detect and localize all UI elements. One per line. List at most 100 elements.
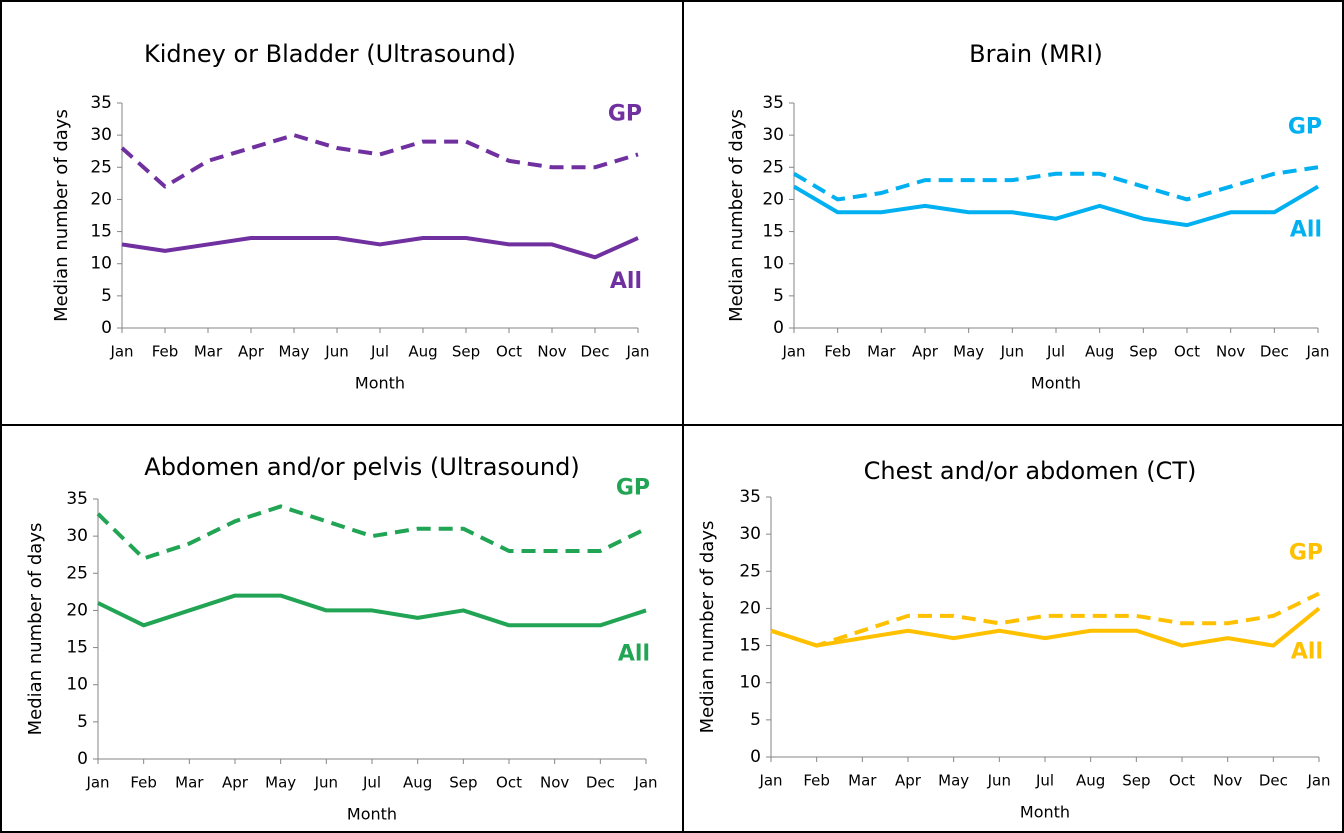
x-tick-label: Jun xyxy=(324,343,348,361)
y-tick-label: 35 xyxy=(66,489,88,509)
series-line xyxy=(770,606,1321,648)
series-line xyxy=(96,504,647,561)
y-axis-label: Median number of days xyxy=(697,521,718,734)
chart-title: Kidney or Bladder (Ultrasound) xyxy=(144,40,516,68)
x-tick-label: Nov xyxy=(540,774,569,792)
series-line xyxy=(97,593,647,628)
x-tick-label: Aug xyxy=(1085,343,1114,361)
x-tick-label: Oct xyxy=(1174,343,1200,361)
y-tick-label: 30 xyxy=(739,524,761,544)
x-tick-label: Aug xyxy=(403,774,432,792)
series-label: GP xyxy=(1288,114,1322,139)
y-tick-label: 0 xyxy=(750,747,761,767)
x-tick-label: Feb xyxy=(152,343,179,361)
x-tick-label: May xyxy=(278,343,309,361)
y-tick-label: 25 xyxy=(90,157,112,177)
x-tick-label: Mar xyxy=(175,774,204,792)
y-tick-label: 30 xyxy=(66,526,88,546)
y-tick-label: 25 xyxy=(66,563,88,583)
x-tick-label: Jul xyxy=(362,774,381,792)
x-tick-label: Jul xyxy=(370,343,389,361)
series-line xyxy=(792,184,1320,228)
y-tick-label: 10 xyxy=(739,673,761,693)
x-tick-label: May xyxy=(938,772,969,790)
x-tick-label: Apr xyxy=(912,343,939,361)
y-tick-label: 15 xyxy=(739,636,761,656)
series-label: GP xyxy=(608,101,642,126)
x-tick-label: Oct xyxy=(1169,772,1195,790)
y-tick-label: 30 xyxy=(90,125,112,145)
series-label: All xyxy=(610,269,642,294)
x-tick-label: Oct xyxy=(496,774,522,792)
x-tick-label: Sep xyxy=(449,774,477,792)
y-tick-label: 15 xyxy=(90,222,112,242)
y-tick-label: 20 xyxy=(66,600,88,620)
y-tick-label: 25 xyxy=(739,561,761,581)
series-line xyxy=(792,165,1319,202)
y-tick-label: 10 xyxy=(90,254,112,274)
series-line xyxy=(120,133,639,189)
x-tick-label: Jan xyxy=(85,774,109,792)
x-tick-label: Sep xyxy=(1122,772,1150,790)
x-tick-label: Jul xyxy=(1046,343,1065,361)
x-tick-label: Jan xyxy=(109,343,133,361)
x-tick-label: Apr xyxy=(895,772,922,790)
y-tick-label: 20 xyxy=(90,189,112,209)
series-label: All xyxy=(1291,639,1323,664)
x-axis-label: Month xyxy=(1020,803,1070,822)
y-tick-label: 15 xyxy=(66,638,88,658)
x-tick-label: Nov xyxy=(537,343,566,361)
x-tick-label: Dec xyxy=(586,774,615,792)
y-tick-label: 0 xyxy=(77,749,88,769)
series-line xyxy=(121,236,639,260)
x-tick-label: Mar xyxy=(867,343,896,361)
y-tick-label: 25 xyxy=(762,157,784,177)
y-tick-label: 0 xyxy=(101,318,112,338)
chart-title: Abdomen and/or pelvis (Ultrasound) xyxy=(144,453,579,481)
x-tick-label: Aug xyxy=(1076,772,1105,790)
x-tick-label: Jun xyxy=(987,772,1011,790)
x-tick-label: Jul xyxy=(1035,772,1054,790)
x-tick-label: Mar xyxy=(848,772,877,790)
x-axis-label: Month xyxy=(1031,374,1081,393)
y-tick-label: 10 xyxy=(762,254,784,274)
y-axis-label: Median number of days xyxy=(51,109,72,322)
y-tick-label: 5 xyxy=(77,712,88,732)
x-tick-label: Jun xyxy=(314,774,338,792)
y-tick-label: 20 xyxy=(739,598,761,618)
series-label: All xyxy=(1290,218,1322,243)
x-tick-label: Apr xyxy=(238,343,265,361)
x-tick-label: Sep xyxy=(452,343,480,361)
y-axis-label: Median number of days xyxy=(726,109,747,322)
x-tick-label: Dec xyxy=(580,343,609,361)
series-label: GP xyxy=(1289,541,1323,566)
series-line xyxy=(770,591,1320,648)
x-tick-label: Jan xyxy=(1306,772,1330,790)
x-tick-label: Feb xyxy=(803,772,830,790)
y-tick-label: 35 xyxy=(739,487,761,507)
x-tick-label: Mar xyxy=(194,343,223,361)
x-axis-label: Month xyxy=(347,805,397,824)
x-tick-label: Feb xyxy=(824,343,851,361)
y-tick-label: 15 xyxy=(762,222,784,242)
x-tick-label: Jun xyxy=(1000,343,1024,361)
y-tick-label: 35 xyxy=(762,93,784,113)
y-tick-label: 0 xyxy=(773,318,784,338)
chart-title: Chest and/or abdomen (CT) xyxy=(864,457,1197,485)
x-tick-label: Dec xyxy=(1259,772,1288,790)
x-tick-label: Aug xyxy=(408,343,437,361)
y-tick-label: 10 xyxy=(66,675,88,695)
series-label: GP xyxy=(616,476,650,501)
chart-title: Brain (MRI) xyxy=(969,40,1103,68)
x-tick-label: Feb xyxy=(130,774,157,792)
y-tick-label: 5 xyxy=(101,286,112,306)
x-tick-label: May xyxy=(265,774,296,792)
x-tick-label: Jan xyxy=(633,774,657,792)
x-tick-label: Nov xyxy=(1216,343,1245,361)
y-tick-label: 5 xyxy=(750,710,761,730)
y-tick-label: 30 xyxy=(762,125,784,145)
series-label: All xyxy=(618,641,650,666)
